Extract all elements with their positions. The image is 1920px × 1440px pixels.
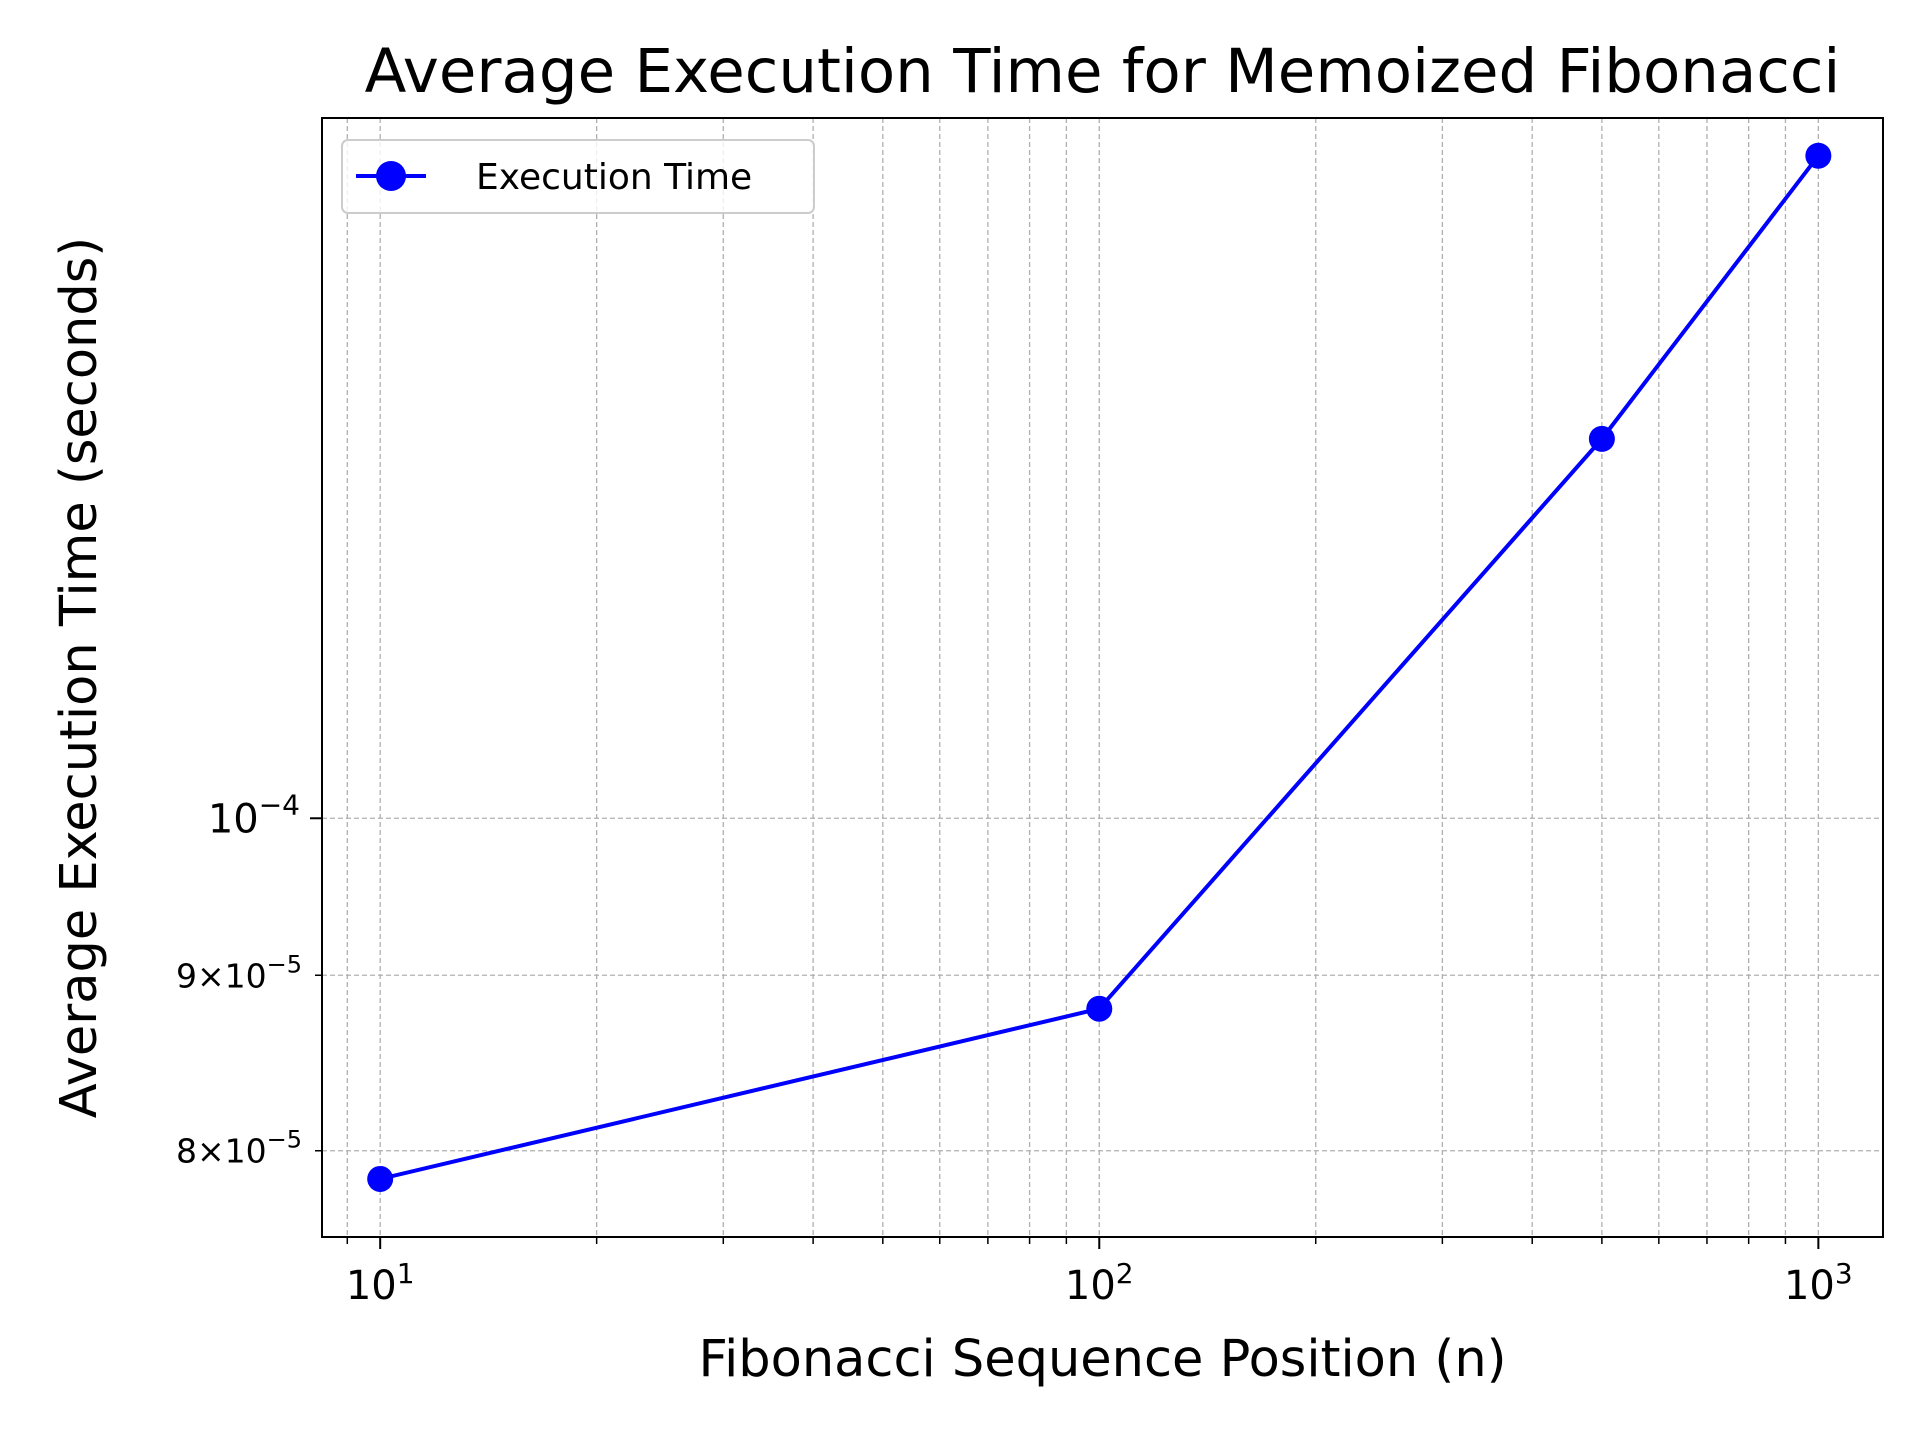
- plot-area-frame: [321, 117, 1884, 1238]
- x-tick-label: 101: [346, 1257, 415, 1309]
- y-minor-tick-label: 9×10−5: [176, 950, 302, 995]
- grid-lines: [322, 118, 1883, 1237]
- legend: Execution Time: [341, 139, 815, 214]
- x-axis-label: Fibonacci Sequence Position (n): [698, 1330, 1506, 1389]
- x-tick-label: 102: [1065, 1257, 1134, 1309]
- y-tick-label: 10−4: [208, 788, 300, 842]
- axis-ticks: 101 102 103 10−4 8×10−5 9×10−5: [176, 788, 1853, 1309]
- data-point: [1805, 142, 1832, 169]
- legend-box: [341, 139, 815, 214]
- y-minor-tick-label: 8×10−5: [176, 1126, 302, 1171]
- data-point: [1086, 995, 1113, 1022]
- series-line: [379, 154, 1820, 1181]
- y-axis-label: Average Execution Time (seconds): [50, 237, 109, 1118]
- data-point: [1588, 425, 1615, 452]
- chart-title: Average Execution Time for Memoized Fibo…: [365, 36, 1841, 107]
- data-point: [367, 1165, 394, 1192]
- series-layer: [367, 142, 1832, 1192]
- x-tick-label: 103: [1784, 1257, 1853, 1309]
- legend-entry-execution-time: Execution Time: [476, 157, 752, 198]
- legend-marker-circle: [376, 161, 406, 191]
